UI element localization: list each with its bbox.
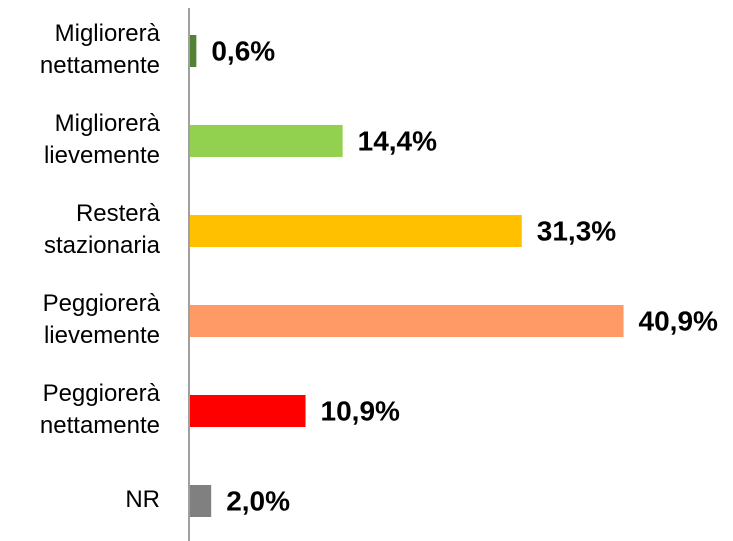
category-label-line: nettamente bbox=[40, 412, 160, 439]
category-label: Peggiorerà lievemente bbox=[43, 290, 161, 349]
value-label: 10,9% bbox=[321, 395, 400, 426]
bar bbox=[190, 215, 522, 247]
bar bbox=[190, 125, 343, 157]
category-label-line: Peggiorerà bbox=[43, 380, 161, 407]
value-label: 0,6% bbox=[211, 35, 275, 66]
category-label: Migliorerà lievemente bbox=[44, 110, 161, 169]
category-label-line: lievemente bbox=[44, 322, 160, 349]
value-label: 40,9% bbox=[639, 305, 718, 336]
category-label-line: Migliorerà bbox=[55, 110, 161, 137]
category-label-line: Peggiorerà bbox=[43, 290, 161, 317]
bar bbox=[190, 395, 306, 427]
category-label-line: nettamente bbox=[40, 52, 160, 79]
value-label: 31,3% bbox=[537, 215, 616, 246]
value-label: 14,4% bbox=[358, 125, 437, 156]
bar bbox=[190, 305, 624, 337]
bar bbox=[190, 35, 197, 67]
category-label-line: NR bbox=[125, 486, 160, 513]
category-label: Peggiorerà nettamente bbox=[40, 380, 161, 439]
category-label-line: stazionaria bbox=[44, 232, 161, 259]
category-label: Resterà stazionaria bbox=[44, 200, 161, 259]
category-label-line: lievemente bbox=[44, 142, 160, 169]
category-label: NR bbox=[125, 486, 160, 513]
bar bbox=[190, 485, 212, 517]
category-label-line: Migliorerà bbox=[55, 20, 161, 47]
value-label: 2,0% bbox=[226, 485, 290, 516]
category-label: Migliorerà nettamente bbox=[40, 20, 161, 79]
category-label-line: Resterà bbox=[76, 200, 161, 227]
